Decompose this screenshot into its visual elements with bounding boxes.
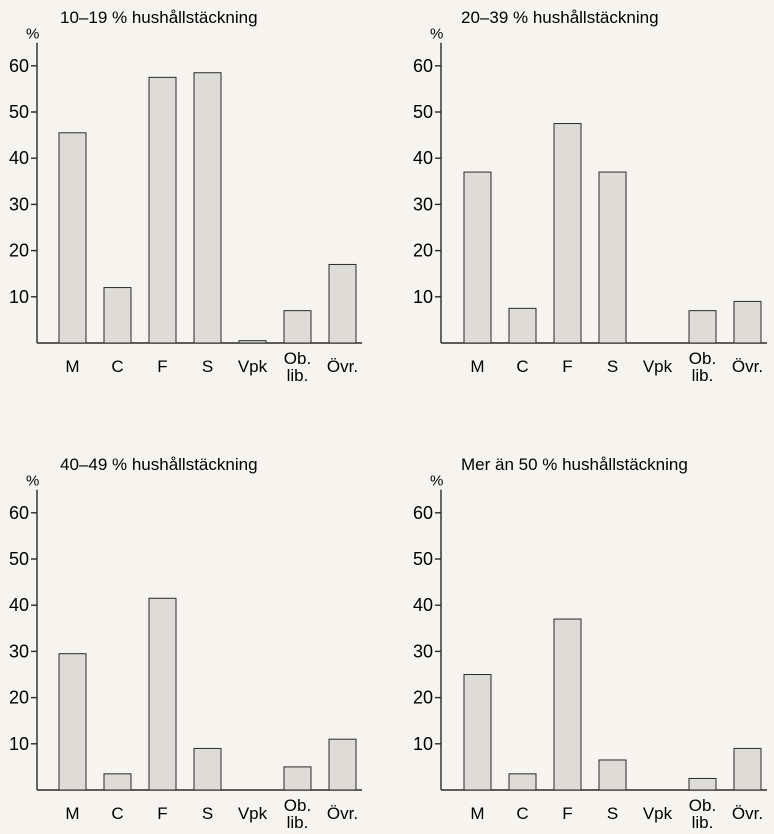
- category-label: C: [111, 357, 123, 376]
- chart-title: Mer än 50 % hushållstäckning: [461, 455, 688, 474]
- y-unit-label: %: [26, 26, 39, 43]
- y-tick-label: 20: [9, 241, 29, 261]
- bar: [463, 674, 492, 791]
- bar: [238, 340, 267, 344]
- y-tick-label: 40: [413, 595, 433, 615]
- bar: [58, 132, 87, 344]
- category-label: Övr.: [327, 804, 358, 823]
- category-label: Vpk: [238, 357, 268, 376]
- chart-2: 20–39 % hushållstäckning% 10 20 30 40 50 60 M C F…: [413, 8, 767, 385]
- y-tick-label: 30: [9, 194, 29, 214]
- y-unit-label: %: [430, 473, 443, 490]
- category-label: F: [157, 357, 167, 376]
- category-label: F: [562, 804, 572, 823]
- y-tick-label: 10: [413, 287, 433, 307]
- bar: [733, 300, 762, 344]
- bar: [103, 287, 132, 344]
- bar: [733, 747, 762, 791]
- category-label: Ob. lib.: [689, 796, 716, 832]
- y-tick-label: 60: [9, 56, 29, 76]
- chart-4: Mer än 50 % hushållstäckning% 10 20 30 40 50 6…: [413, 455, 767, 832]
- category-label: F: [562, 357, 572, 376]
- bar: [58, 653, 87, 791]
- y-tick-label: 30: [9, 641, 29, 661]
- category-label: M: [65, 804, 79, 823]
- category-label: S: [202, 804, 213, 823]
- y-tick-label: 60: [413, 56, 433, 76]
- y-tick-label: 20: [413, 241, 433, 261]
- y-tick-label: 40: [9, 595, 29, 615]
- bar: [688, 777, 717, 791]
- bar: [508, 773, 537, 791]
- bar: [553, 618, 582, 791]
- bar: [193, 72, 222, 344]
- category-label: M: [470, 357, 484, 376]
- category-label: Ob. lib.: [284, 796, 311, 832]
- y-tick-label: 60: [9, 503, 29, 523]
- y-tick-label: 60: [413, 503, 433, 523]
- bar: [148, 76, 177, 344]
- category-label: Ob. lib.: [284, 349, 311, 385]
- category-label: C: [516, 357, 528, 376]
- bar: [328, 738, 357, 791]
- category-label: Övr.: [732, 357, 763, 376]
- category-label: S: [607, 804, 618, 823]
- chart-3: 40–49 % hushållstäckning% 10 20 30 40 50 60 M C F…: [9, 455, 362, 832]
- chart-title: 40–49 % hushållstäckning: [60, 455, 258, 474]
- y-tick-label: 20: [413, 688, 433, 708]
- category-label: C: [111, 804, 123, 823]
- chart-1: 10–19 % hushållstäckning% 10 20 30 40 50 60 M C F…: [9, 8, 362, 385]
- y-tick-label: 10: [9, 287, 29, 307]
- bar: [103, 773, 132, 791]
- y-tick-label: 50: [413, 102, 433, 122]
- y-tick-label: 30: [413, 641, 433, 661]
- y-unit-label: %: [26, 473, 39, 490]
- y-tick-label: 50: [413, 549, 433, 569]
- category-label: M: [65, 357, 79, 376]
- bar: [283, 766, 312, 791]
- chart-title: 10–19 % hushållstäckning: [60, 8, 258, 27]
- category-label: Vpk: [643, 357, 673, 376]
- y-tick-label: 50: [9, 102, 29, 122]
- bar: [688, 310, 717, 344]
- category-label: M: [470, 804, 484, 823]
- category-label: Vpk: [643, 804, 673, 823]
- y-tick-label: 10: [9, 734, 29, 754]
- bar: [508, 307, 537, 344]
- bar: [148, 597, 177, 791]
- bar: [283, 310, 312, 344]
- category-label: F: [157, 804, 167, 823]
- bar: [598, 171, 627, 344]
- y-tick-label: 30: [413, 194, 433, 214]
- bar: [553, 123, 582, 344]
- y-tick-label: 50: [9, 549, 29, 569]
- bar: [328, 263, 357, 344]
- y-tick-label: 10: [413, 734, 433, 754]
- bar: [463, 171, 492, 344]
- y-tick-label: 40: [9, 148, 29, 168]
- bar: [598, 759, 627, 791]
- category-label: Övr.: [327, 357, 358, 376]
- y-tick-label: 20: [9, 688, 29, 708]
- category-label: Vpk: [238, 804, 268, 823]
- y-unit-label: %: [430, 26, 443, 43]
- category-label: S: [607, 357, 618, 376]
- chart-title: 20–39 % hushållstäckning: [461, 8, 659, 27]
- category-label: C: [516, 804, 528, 823]
- category-label: S: [202, 357, 213, 376]
- category-label: Övr.: [732, 804, 763, 823]
- category-label: Ob. lib.: [689, 349, 716, 385]
- y-tick-label: 40: [413, 148, 433, 168]
- bar: [193, 747, 222, 791]
